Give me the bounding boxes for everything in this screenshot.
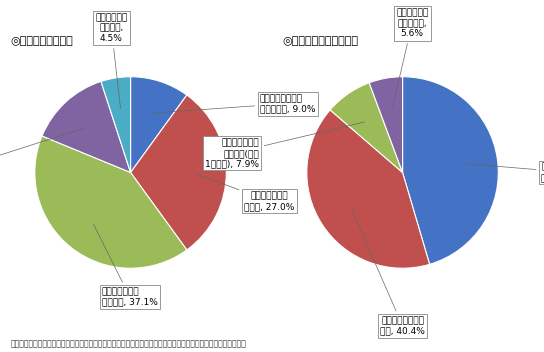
Text: （出所：全国商工会連合会令和２年２月期景気動向調査速報）・付帯調査「新型コロナウイルスに係る緊急調査」: （出所：全国商工会連合会令和２年２月期景気動向調査速報）・付帯調査「新型コロナウ…: [11, 339, 247, 348]
Text: ◎資金繰りへの影響: ◎資金繰りへの影響: [11, 37, 73, 46]
Wedge shape: [330, 83, 403, 172]
Text: 極めて大きな影響
が出ている, 44.9%: 極めて大きな影響 が出ている, 44.9%: [467, 163, 544, 182]
Text: ◎事業継続に関する影響: ◎事業継続に関する影響: [283, 37, 359, 46]
Text: 影響度合いは
過少である,
12.4%: 影響度合いは 過少である, 12.4%: [0, 128, 85, 178]
Text: 大きく影響が出
ている, 27.0%: 大きく影響が出 ている, 27.0%: [195, 174, 295, 211]
Text: 大きく影響が出て
いる, 40.4%: 大きく影響が出て いる, 40.4%: [351, 209, 425, 335]
Wedge shape: [369, 77, 403, 172]
Wedge shape: [307, 110, 430, 268]
Wedge shape: [35, 136, 187, 268]
Wedge shape: [42, 81, 131, 172]
Text: ある程度影響が
出ている(同約
1割程度), 7.9%: ある程度影響が 出ている(同約 1割程度), 7.9%: [205, 122, 364, 168]
Text: 極めて大きな影響
が出ている, 9.0%: 極めて大きな影響 が出ている, 9.0%: [152, 94, 316, 113]
Wedge shape: [131, 77, 187, 172]
Text: ある程度影響が
出ている, 37.1%: ある程度影響が 出ている, 37.1%: [94, 224, 158, 307]
Text: 影響は全く出
ていない,
4.5%: 影響は全く出 ていない, 4.5%: [95, 13, 127, 108]
Text: 影響度合いは
過少である,
5.6%: 影響度合いは 過少である, 5.6%: [392, 9, 428, 108]
Wedge shape: [403, 77, 498, 264]
Wedge shape: [101, 77, 131, 172]
Wedge shape: [131, 95, 226, 250]
